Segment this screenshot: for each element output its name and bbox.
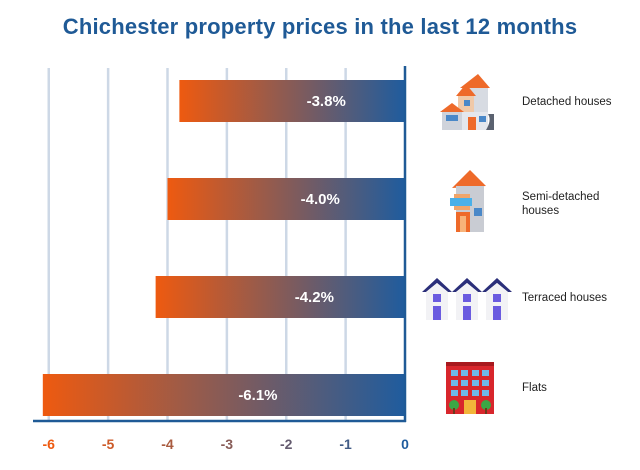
grid-lines: [47, 68, 347, 420]
x-tick-label: -6: [43, 436, 56, 452]
x-tick-label: -4: [161, 436, 174, 452]
x-tick-label: -5: [102, 436, 115, 452]
flats-icon: [446, 362, 494, 414]
terraced-houses-icon: [422, 278, 512, 320]
x-tick-label: -2: [280, 436, 293, 452]
x-tick-label: 0: [401, 436, 409, 452]
x-axis: [33, 66, 407, 423]
bar-data-label: -4.2%: [295, 289, 334, 306]
category-label-detached: Detached houses: [522, 96, 612, 108]
bar-data-label: -3.8%: [307, 93, 346, 110]
category-label-terraced: Terraced houses: [522, 292, 608, 304]
bar-data-label: -4.0%: [301, 191, 340, 208]
x-tick-label: -3: [221, 436, 234, 452]
chart-title: Chichester property prices in the last 1…: [62, 14, 578, 39]
bar: [42, 374, 405, 416]
x-tick-labels: -6 -5 -4 -3 -2 -1 0: [43, 436, 410, 452]
x-tick-label: -1: [339, 436, 352, 452]
category-label-semi-detached: Semi-detached houses: [522, 191, 600, 217]
bar: [167, 178, 405, 220]
bar-data-label: -6.1%: [238, 387, 277, 404]
detached-house-icon: [440, 74, 494, 130]
bar: [155, 276, 405, 318]
semi-detached-house-icon: [450, 170, 486, 232]
category-label-flats: Flats: [522, 382, 547, 394]
bars: -3.8% -4.0% -4.2% -6.1%: [42, 80, 405, 416]
bar: [179, 80, 405, 122]
